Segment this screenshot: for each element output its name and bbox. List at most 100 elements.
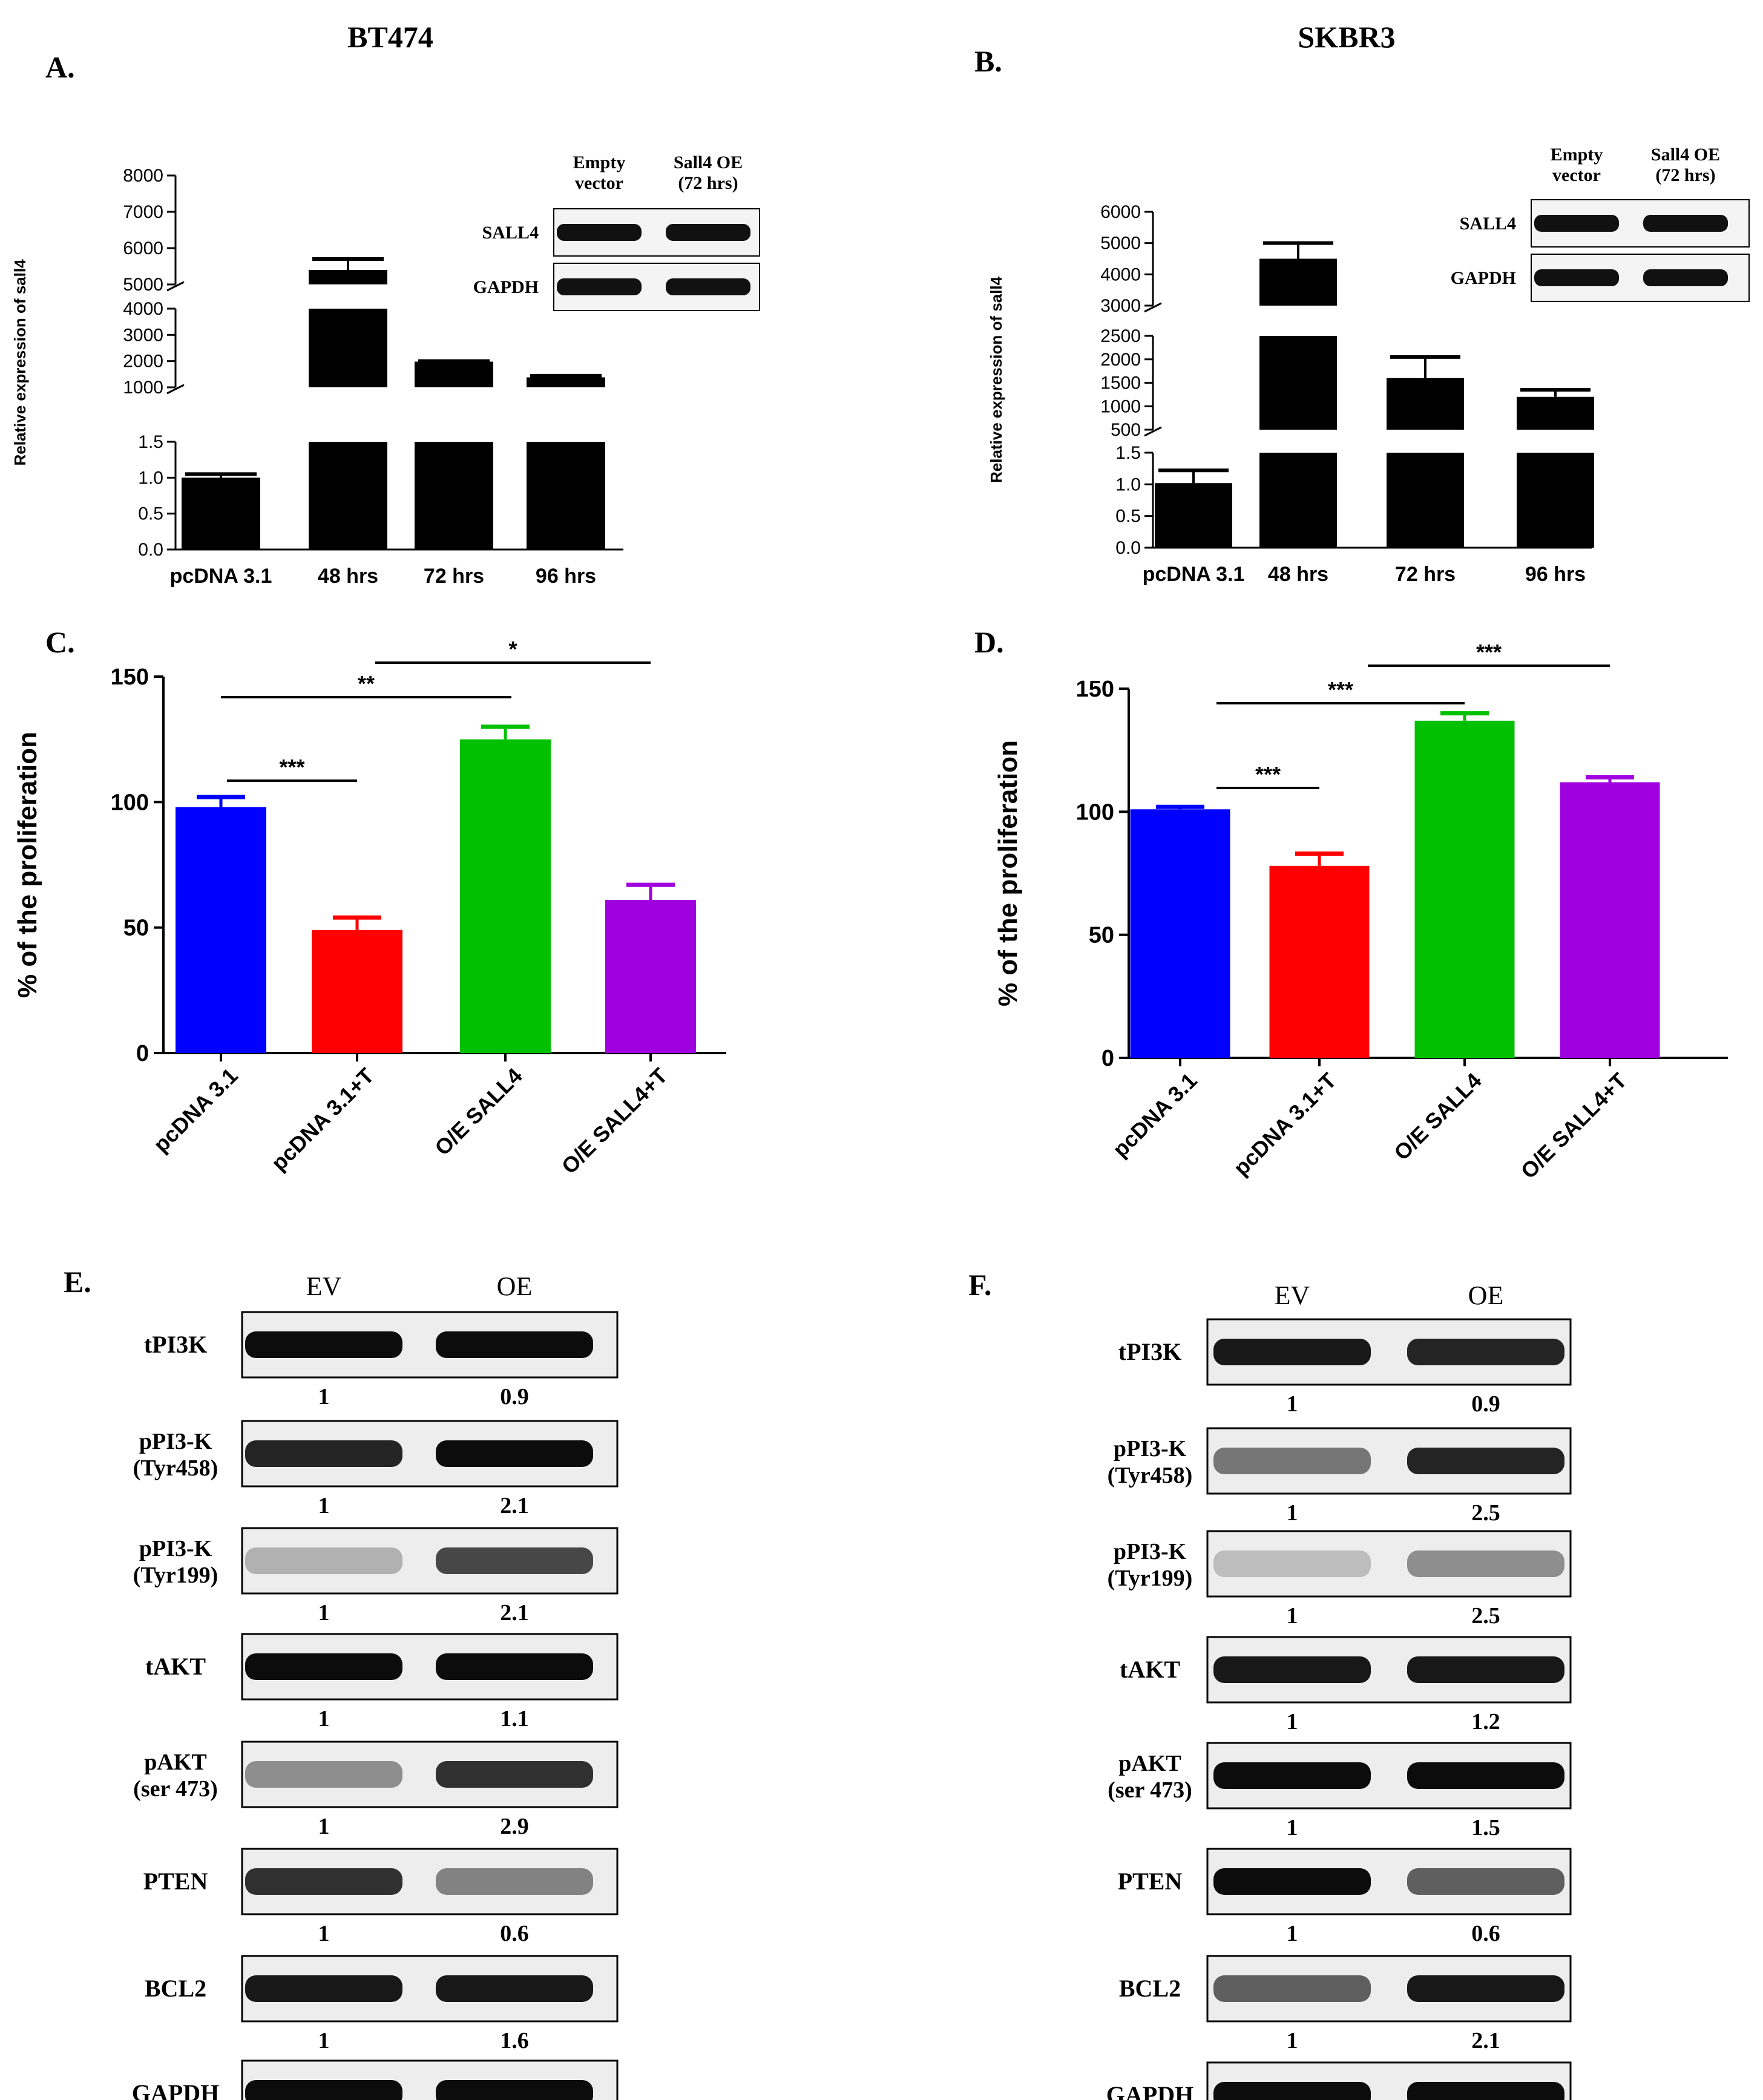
bar [1560,782,1660,1058]
blot-row-label: tPI3K [144,1331,207,1358]
x-tick-label: 72 hrs [1395,563,1456,586]
blot-band [1407,1868,1564,1895]
blot-band [436,1653,593,1680]
blot-row-label: PTEN [1118,1868,1183,1895]
densitometry-value: 1 [318,1814,330,1839]
blot-band [245,1975,402,2002]
bar [309,309,387,387]
blot-row-label: tPI3K [1118,1338,1181,1365]
blot-band [1213,1448,1371,1474]
densitometry-value: 1.5 [1471,1815,1500,1840]
blot-band [245,1440,402,1467]
bar [1517,453,1594,548]
blot-band [436,1868,593,1895]
significance-label: *** [1328,677,1353,702]
densitometry-value: 1 [1287,1391,1298,1417]
densitometry-value: 2.1 [1471,2028,1500,2053]
x-tick-label: pcDNA 3.1 [148,1063,242,1157]
blot-band [1213,1975,1371,2002]
blot-row-label: (ser 473) [1108,1777,1192,1803]
densitometry-value: 2.1 [500,1493,529,1518]
x-tick-label: O/E SALL4+T [1516,1068,1632,1184]
blot-row-label: GAPDH [1106,2081,1193,2100]
x-tick-label: pcDNA 3.1+T [1229,1068,1341,1181]
y-tick-label: 1500 [1100,373,1141,393]
blot-band [245,1868,402,1895]
significance-label: *** [1476,640,1502,664]
x-tick-label: 96 hrs [1525,563,1586,586]
blot-band [436,1440,593,1467]
blot-row-label: pPI3-K [1114,1436,1187,1462]
x-tick-label: pcDNA 3.1 [1108,1068,1201,1162]
bar [176,807,266,1053]
inset-lane-header: (72 hrs) [1655,165,1715,185]
blot-band [1407,1656,1564,1683]
densitometry-value: 1 [1287,1500,1298,1526]
axis-break-mark [166,281,185,292]
y-tick-label: 150 [111,664,149,690]
blot-band [1213,1656,1371,1683]
bar [312,930,402,1053]
significance-label: *** [279,755,304,779]
x-tick-label: O/E SALL4+T [557,1063,672,1179]
significance-label: ** [358,671,375,696]
inset-lane-header: Sall4 OE [674,153,743,172]
blot-band [1213,1339,1371,1365]
blot-row-label: (ser 473) [133,1776,218,1802]
y-tick-label: 3000 [1100,296,1141,316]
bar [1259,258,1337,306]
y-tick-label: 1.5 [1115,443,1141,463]
densitometry-value: 0.6 [500,1921,529,1946]
panel-label-c: C. [45,625,75,659]
y-tick-label: 0.5 [1115,507,1141,527]
x-tick-label: pcDNA 3.1 [170,565,272,588]
x-tick-label: pcDNA 3.1 [1143,563,1245,586]
y-tick-label: 100 [1076,799,1114,825]
bar [415,442,493,550]
bar [1259,453,1337,548]
y-axis-label: % of the proliferation [13,732,42,998]
panel-label-a: A. [45,50,75,84]
y-tick-label: 1000 [123,378,163,398]
blot-band [436,2080,593,2100]
inset-row-label: GAPDH [1451,268,1516,288]
x-tick-label: pcDNA 3.1+T [266,1063,379,1176]
blot-band [245,1653,402,1680]
bar [415,361,493,387]
densitometry-value: 2.9 [500,1814,529,1839]
blot-band [1407,1339,1564,1365]
densitometry-value: 1.1 [500,1706,529,1731]
blot-band [436,1331,593,1358]
bar [1387,453,1464,548]
inset-lane-header: vector [1552,165,1601,185]
panel-label-d: D. [974,625,1004,659]
bar [182,477,260,550]
lane-header: OE [1468,1281,1504,1310]
significance-label: *** [1255,762,1281,787]
densitometry-value: 1 [1287,1815,1298,1840]
y-axis-label: Relative expression of sall4 [11,259,29,466]
inset-band [1643,269,1728,286]
densitometry-value: 2.5 [1471,1603,1500,1629]
blot-band [436,1761,593,1788]
blot-band [245,1331,402,1358]
blot-row-label: BCL2 [1119,1975,1181,2002]
y-tick-label: 50 [1089,923,1114,948]
y-tick-label: 3000 [123,325,163,345]
lane-header: EV [306,1271,342,1301]
bar [460,739,551,1053]
y-tick-label: 0 [1101,1046,1114,1071]
bar [1130,809,1230,1058]
densitometry-value: 0.9 [500,1384,529,1409]
densitometry-value: 1 [318,1921,330,1946]
blot-band [1213,2082,1371,2100]
y-axis-label: Relative expression of sall4 [987,276,1005,483]
lane-header: OE [497,1271,533,1301]
densitometry-value: 0.6 [1471,1921,1500,1946]
inset-band [557,224,642,241]
blot-row-label: pPI3-K [139,1429,212,1454]
bar [605,900,696,1053]
densitometry-value: 1 [318,1384,330,1409]
densitometry-value: 1 [1287,1603,1298,1629]
blot-row-label: pAKT [1118,1751,1181,1776]
